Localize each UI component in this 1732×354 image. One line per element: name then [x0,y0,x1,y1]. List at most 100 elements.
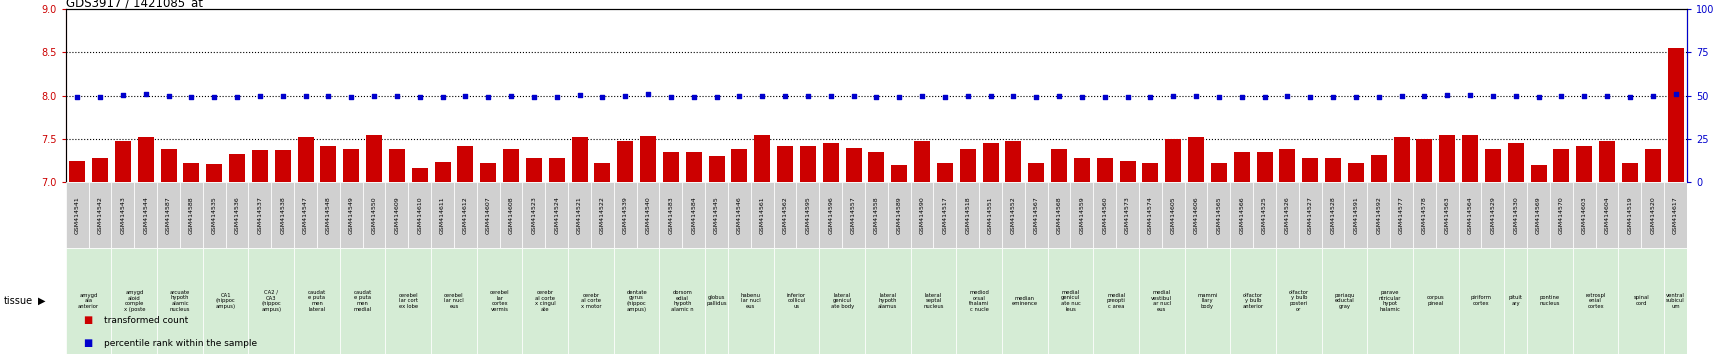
Bar [934,182,956,248]
Bar [568,248,613,354]
Point [109,92,137,98]
Point [1616,94,1644,100]
Text: GSM414577: GSM414577 [1399,196,1405,234]
Bar [1436,182,1458,248]
Bar [1394,137,1410,182]
Point [1502,93,1529,99]
Text: caudat
e puta
men
medial: caudat e puta men medial [353,290,372,312]
Bar [911,248,956,354]
Bar [1367,248,1413,354]
Bar [705,182,727,248]
Bar [431,182,454,248]
Text: GSM414588: GSM414588 [189,196,194,234]
Bar [365,135,383,182]
Bar [1140,248,1185,354]
Bar [1302,158,1318,182]
Bar [572,137,587,182]
Bar [1048,248,1093,354]
Point [1159,93,1186,99]
Bar [139,137,154,182]
Point [405,95,433,100]
Bar [1642,182,1664,248]
Bar [454,182,476,248]
Text: periaqu
eductal
gray: periaqu eductal gray [1334,293,1354,309]
Text: GSM414617: GSM414617 [1673,196,1678,234]
Text: olfactor
y bulb
anterior: olfactor y bulb anterior [1242,293,1264,309]
Point [1228,94,1256,99]
Text: GSM414522: GSM414522 [599,196,604,234]
Text: CA1
(hippoc
ampus): CA1 (hippoc ampus) [215,293,236,309]
Bar [727,248,774,354]
Point [1457,92,1484,98]
Text: parave
ntricular
hypot
halamic: parave ntricular hypot halamic [1379,290,1401,312]
Text: ■: ■ [83,315,92,325]
Bar [1531,165,1547,182]
Point [338,94,365,100]
Text: GSM414519: GSM414519 [1628,196,1632,234]
Point [1136,94,1164,100]
Text: GSM414603: GSM414603 [1581,196,1587,234]
Text: GSM414518: GSM414518 [965,196,970,234]
Text: mediod
orsal
thalami
c nucle: mediod orsal thalami c nucle [968,290,989,312]
Bar [914,141,930,182]
Bar [412,169,428,182]
Text: GSM414543: GSM414543 [121,196,125,234]
Point [87,95,114,100]
Text: GSM414520: GSM414520 [1651,196,1656,234]
Text: GSM414529: GSM414529 [1491,196,1495,234]
Bar [1413,248,1458,354]
Bar [1481,182,1505,248]
Point [1044,93,1072,99]
Text: GSM414590: GSM414590 [920,196,925,234]
Point [497,93,525,99]
Text: GSM414596: GSM414596 [828,196,833,234]
Text: transformed count: transformed count [104,315,189,325]
Text: GSM414611: GSM414611 [440,196,445,234]
Bar [184,163,199,182]
Point [726,93,753,99]
Text: ventral
subicul
um: ventral subicul um [1666,293,1685,309]
Bar [1280,149,1296,182]
Text: GSM414566: GSM414566 [1238,196,1244,234]
Bar [937,163,953,182]
Bar [135,182,158,248]
Bar [1573,182,1595,248]
Bar [480,163,497,182]
Bar [641,136,656,182]
Bar [1413,182,1436,248]
Bar [1458,248,1505,354]
Bar [1668,48,1684,182]
Text: GSM414528: GSM414528 [1330,196,1335,234]
Text: amygd
ala
anterior: amygd ala anterior [78,293,99,309]
Bar [1528,182,1550,248]
Point [1342,94,1370,100]
Text: GSM414561: GSM414561 [760,196,766,234]
Text: dorsom
edial
hypoth
alamic n: dorsom edial hypoth alamic n [670,290,693,312]
Text: GSM414610: GSM414610 [417,196,423,234]
Text: GSM414574: GSM414574 [1148,196,1154,234]
Point [154,93,182,99]
Point [793,93,821,99]
Point [1479,93,1507,99]
Bar [111,182,135,248]
Point [1434,92,1462,98]
Bar [1051,149,1067,182]
Point [452,93,480,99]
Text: GSM414526: GSM414526 [1285,196,1290,234]
Bar [362,182,386,248]
Bar [339,248,386,354]
Bar [1276,182,1299,248]
Bar [294,182,317,248]
Bar [1417,139,1432,182]
Text: dentate
gyrus
(hippoc
ampus): dentate gyrus (hippoc ampus) [627,290,648,312]
Bar [956,182,979,248]
Point [566,92,594,98]
Text: GSM414584: GSM414584 [691,196,696,234]
Bar [114,141,132,182]
Bar [956,248,1003,354]
Bar [1370,155,1387,182]
Text: mammi
llary
body: mammi llary body [1197,293,1218,309]
Text: GSM414525: GSM414525 [1263,196,1268,234]
Bar [1025,182,1048,248]
Bar [248,248,294,354]
